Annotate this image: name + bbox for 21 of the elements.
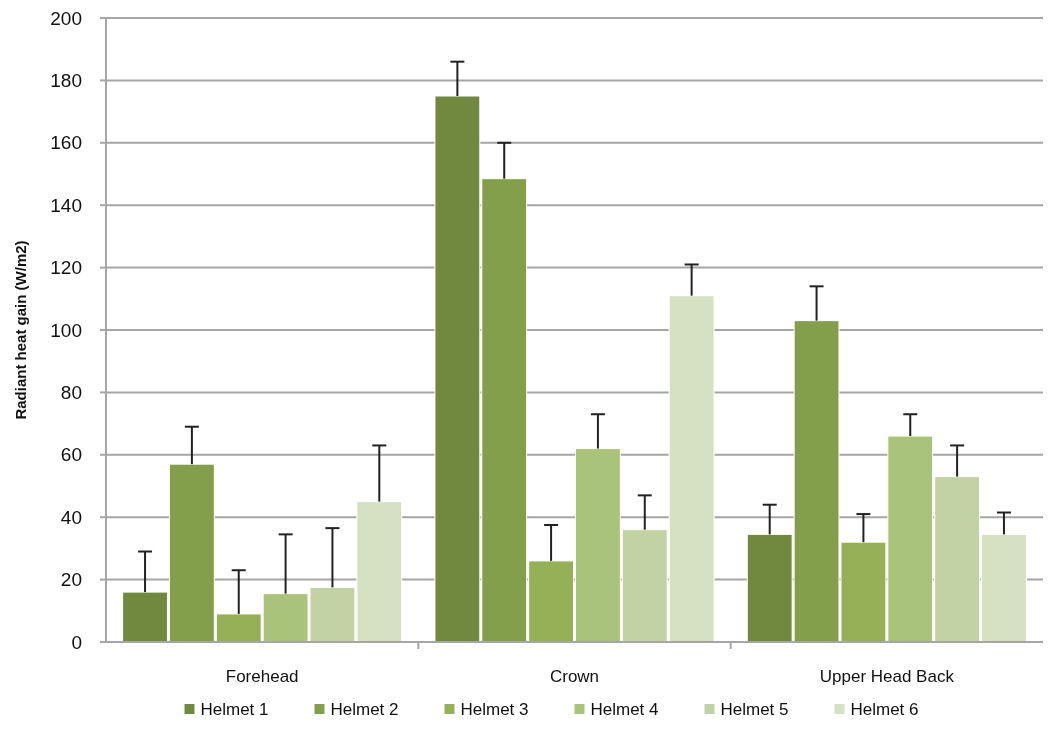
legend-label: Helmet 3 <box>460 700 529 719</box>
y-axis-title: Radiant heat gain (W/m2) <box>12 240 29 420</box>
x-tick-label: Upper Head Back <box>819 667 955 686</box>
y-tick-label: 120 <box>50 257 82 279</box>
legend-label: Helmet 5 <box>720 700 789 719</box>
y-tick-label: 180 <box>50 70 82 92</box>
y-tick-label: 200 <box>50 7 82 29</box>
legend-label: Helmet 4 <box>590 700 659 719</box>
y-tick-label: 0 <box>71 631 82 653</box>
y-tick-label: 140 <box>50 194 82 216</box>
y-tick-label: 80 <box>60 382 82 404</box>
y-tick-label: 100 <box>50 319 82 341</box>
y-tick-label: 40 <box>60 506 82 528</box>
legend-label: Helmet 6 <box>850 700 919 719</box>
y-tick-label: 20 <box>60 569 82 591</box>
x-tick-label: Crown <box>549 667 600 686</box>
y-tick-label: 160 <box>50 132 82 154</box>
legend-label: Helmet 2 <box>330 700 399 719</box>
y-tick-label: 60 <box>60 444 82 466</box>
legend-label: Helmet 1 <box>200 700 269 719</box>
x-tick-label: Forehead <box>225 667 299 686</box>
